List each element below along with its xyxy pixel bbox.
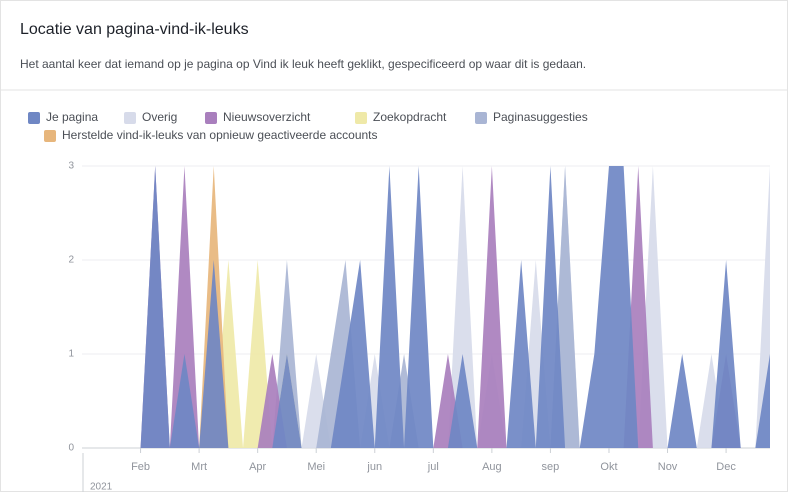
y-tick-label: 3	[68, 161, 74, 172]
legend-swatch	[124, 112, 136, 124]
card-title: Locatie van pagina-vind-ik-leuks	[20, 21, 249, 38]
area	[82, 166, 770, 448]
area	[82, 260, 770, 448]
legend-swatch	[355, 112, 367, 124]
year-label: 2021	[90, 482, 113, 492]
x-tick-label: Apr	[249, 461, 266, 473]
legend-label: Zoekopdracht	[373, 110, 447, 124]
x-tick-label: Aug	[482, 461, 502, 473]
legend-label: Je pagina	[46, 110, 98, 124]
x-tick-label: sep	[542, 461, 560, 473]
x-tick-label: Mrt	[191, 461, 207, 473]
y-tick-label: 2	[68, 255, 74, 266]
legend-label: Nieuwsoverzicht	[223, 110, 311, 124]
x-tick-label: Mei	[307, 461, 325, 473]
legend-swatch	[205, 112, 217, 124]
x-tick-label: Dec	[716, 461, 736, 473]
legend-label: Paginasuggesties	[493, 110, 588, 124]
x-tick-label: Okt	[600, 461, 617, 473]
x-tick-label: jul	[427, 461, 439, 473]
x-tick-label: Nov	[658, 461, 678, 473]
legend-swatch	[475, 112, 487, 124]
legend-swatch	[28, 112, 40, 124]
y-tick-label: 0	[68, 443, 74, 454]
x-tick-label: Feb	[131, 461, 150, 473]
card-subtitle: Het aantal keer dat iemand op je pagina …	[20, 57, 586, 71]
x-tick-label: jun	[366, 461, 382, 473]
legend-label: Herstelde vind-ik-leuks van opnieuw geac…	[62, 128, 378, 142]
y-tick-label: 1	[68, 349, 74, 360]
area	[82, 166, 770, 448]
legend-label: Overig	[142, 110, 177, 124]
legend-swatch	[44, 130, 56, 142]
